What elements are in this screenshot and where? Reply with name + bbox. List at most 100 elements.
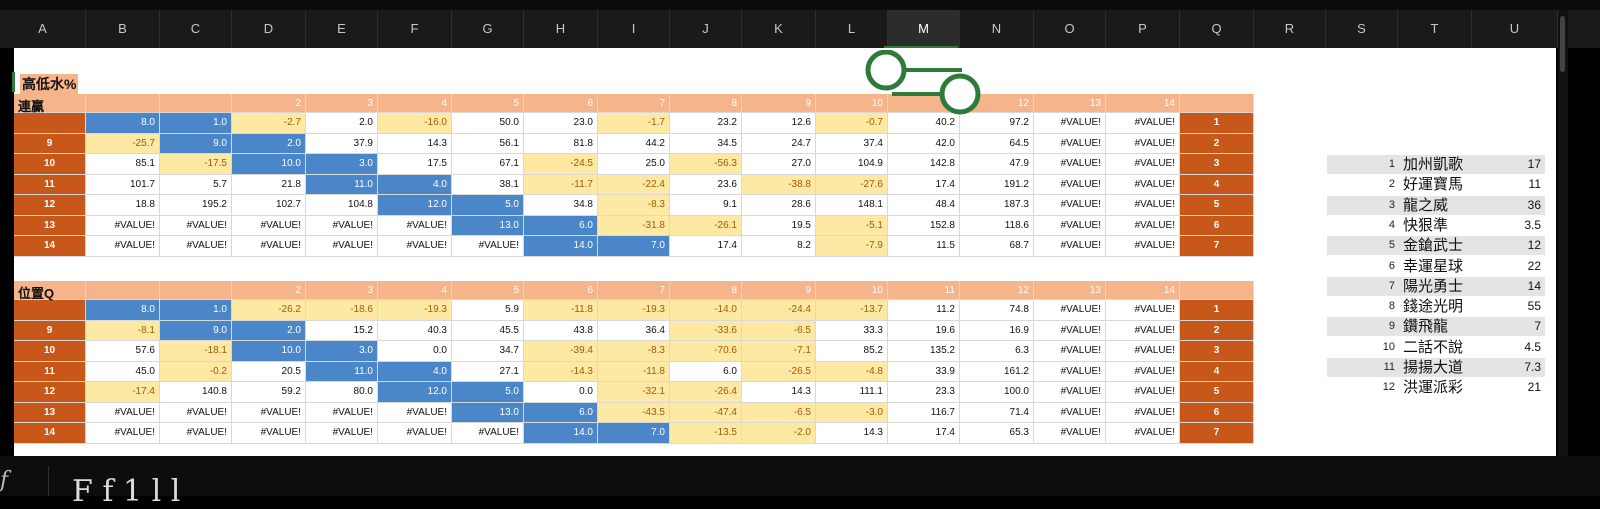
column-header-t[interactable]: T [1398, 10, 1472, 48]
table-cell[interactable]: 11.2 [888, 300, 960, 321]
table-cell[interactable]: #VALUE! [1034, 320, 1106, 341]
formula-bar[interactable] [0, 456, 1600, 496]
table-header-cell[interactable]: 8 [670, 281, 742, 300]
table-cell[interactable]: 59.2 [232, 382, 306, 403]
table-cell[interactable]: 14.0 [524, 423, 598, 444]
table-cell[interactable]: -24.5 [524, 154, 598, 175]
table-cell[interactable]: #VALUE! [1106, 236, 1180, 257]
table-cell[interactable]: -14.3 [524, 361, 598, 382]
table-cell[interactable]: 14.3 [378, 133, 452, 154]
table-cell[interactable]: 34.7 [452, 341, 524, 362]
table-cell[interactable]: 38.1 [452, 174, 524, 195]
table-cell[interactable]: 2.0 [232, 133, 306, 154]
table-cell[interactable]: #VALUE! [1106, 154, 1180, 175]
ranking-row[interactable]: 5 金鎗武士 12 [1327, 236, 1545, 256]
table-cell[interactable]: 37.9 [306, 133, 378, 154]
table-cell[interactable]: 2.0 [232, 320, 306, 341]
ranking-row[interactable]: 6 幸運星球 22 [1327, 257, 1545, 276]
table-cell[interactable]: 57.6 [86, 341, 160, 362]
table-cell[interactable]: 81.8 [524, 133, 598, 154]
column-header-u[interactable]: U [1472, 10, 1558, 48]
table-cell[interactable]: 47.9 [960, 154, 1034, 175]
table-cell[interactable]: 8.2 [742, 236, 816, 257]
table-cell[interactable]: #VALUE! [1106, 113, 1180, 134]
table-cell[interactable]: -27.6 [816, 174, 888, 195]
table-cell[interactable]: 191.2 [960, 174, 1034, 195]
table-cell[interactable]: 50.0 [452, 113, 524, 134]
table-header-cell[interactable]: 6 [524, 281, 598, 300]
table-cell[interactable]: #VALUE! [86, 402, 160, 423]
table-cell[interactable]: 152.8 [888, 215, 960, 236]
table-cell[interactable]: #VALUE! [1106, 215, 1180, 236]
table-cell[interactable]: -11.7 [524, 174, 598, 195]
ranking-row[interactable]: 2 好運寶馬 11 [1327, 175, 1545, 194]
table-cell[interactable]: -17.5 [160, 154, 232, 175]
column-header-n[interactable]: N [960, 10, 1034, 48]
table-cell[interactable]: 6.0 [524, 215, 598, 236]
table-cell[interactable]: -13.5 [670, 423, 742, 444]
table-cell[interactable]: -6.5 [742, 402, 816, 423]
table-cell[interactable]: 64.5 [960, 133, 1034, 154]
table-cell[interactable]: -18.6 [306, 300, 378, 321]
table-cell[interactable]: #VALUE! [86, 215, 160, 236]
table-cell[interactable]: #VALUE! [1034, 341, 1106, 362]
table-header-cell[interactable]: 6 [524, 94, 598, 113]
table-cell[interactable]: -0.7 [816, 113, 888, 134]
table-cell[interactable]: 5.7 [160, 174, 232, 195]
ranking-row[interactable]: 1 加州凱歌 17 [1327, 155, 1545, 174]
column-header-k[interactable]: K [742, 10, 816, 48]
table-cell[interactable]: -8.3 [598, 195, 670, 216]
table-cell[interactable]: 5.9 [452, 300, 524, 321]
table-cell[interactable]: 111.1 [816, 382, 888, 403]
table-cell[interactable]: 11.5 [888, 236, 960, 257]
formula-bar-content[interactable]: F f 1 l l [72, 474, 181, 509]
column-header-l[interactable]: L [816, 10, 888, 48]
row-index-cell[interactable]: 5 [1180, 382, 1254, 403]
row-label-cell[interactable]: 14 [14, 236, 86, 257]
table-cell[interactable]: -39.4 [524, 341, 598, 362]
column-header-h[interactable]: H [524, 10, 598, 48]
table-cell[interactable]: #VALUE! [232, 423, 306, 444]
row-label-cell[interactable]: 14 [14, 423, 86, 444]
table-cell[interactable]: 11.0 [306, 174, 378, 195]
table-cell[interactable]: 13.0 [452, 215, 524, 236]
table-cell[interactable]: 14.0 [524, 236, 598, 257]
table-cell[interactable]: 23.0 [524, 113, 598, 134]
table-header-cell[interactable]: 8 [670, 94, 742, 113]
table-cell[interactable]: 17.4 [670, 236, 742, 257]
column-header-p[interactable]: P [1106, 10, 1180, 48]
table-cell[interactable]: 23.6 [670, 174, 742, 195]
table-cell[interactable]: 6.3 [960, 341, 1034, 362]
table-cell[interactable]: #VALUE! [378, 215, 452, 236]
table-cell[interactable]: 142.8 [888, 154, 960, 175]
table-cell[interactable]: #VALUE! [1106, 423, 1180, 444]
row-label-cell[interactable]: 12 [14, 195, 86, 216]
table-cell[interactable]: #VALUE! [160, 423, 232, 444]
ranking-row[interactable]: 11 揚揚大道 7.3 [1327, 358, 1545, 377]
table-cell[interactable]: -33.6 [670, 320, 742, 341]
table-cell[interactable]: -24.4 [742, 300, 816, 321]
table-cell[interactable]: 85.1 [86, 154, 160, 175]
table-cell[interactable]: -8.1 [86, 320, 160, 341]
table-cell[interactable]: #VALUE! [160, 236, 232, 257]
table-cell[interactable]: 23.3 [888, 382, 960, 403]
row-index-cell[interactable]: 4 [1180, 174, 1254, 195]
table-header-cell[interactable]: 13 [1034, 281, 1106, 300]
table-header-cell[interactable]: 14 [1106, 94, 1180, 113]
table-cell[interactable]: #VALUE! [232, 236, 306, 257]
table-cell[interactable]: #VALUE! [306, 423, 378, 444]
table-cell[interactable]: #VALUE! [160, 402, 232, 423]
table-cell[interactable]: 161.2 [960, 361, 1034, 382]
table-cell[interactable]: 34.5 [670, 133, 742, 154]
row-index-cell[interactable]: 2 [1180, 320, 1254, 341]
column-header-b[interactable]: B [86, 10, 160, 48]
column-header-s[interactable]: S [1326, 10, 1398, 48]
table-cell[interactable]: 5.0 [452, 382, 524, 403]
table-cell[interactable]: 12.0 [378, 195, 452, 216]
table-header-cell[interactable]: 3 [306, 281, 378, 300]
ranking-row[interactable]: 9 鑽飛龍 7 [1327, 317, 1545, 337]
table-cell[interactable]: 85.2 [816, 341, 888, 362]
table-cell[interactable]: 15.2 [306, 320, 378, 341]
table-cell[interactable]: -26.5 [742, 361, 816, 382]
table-header-cell[interactable] [160, 94, 232, 113]
